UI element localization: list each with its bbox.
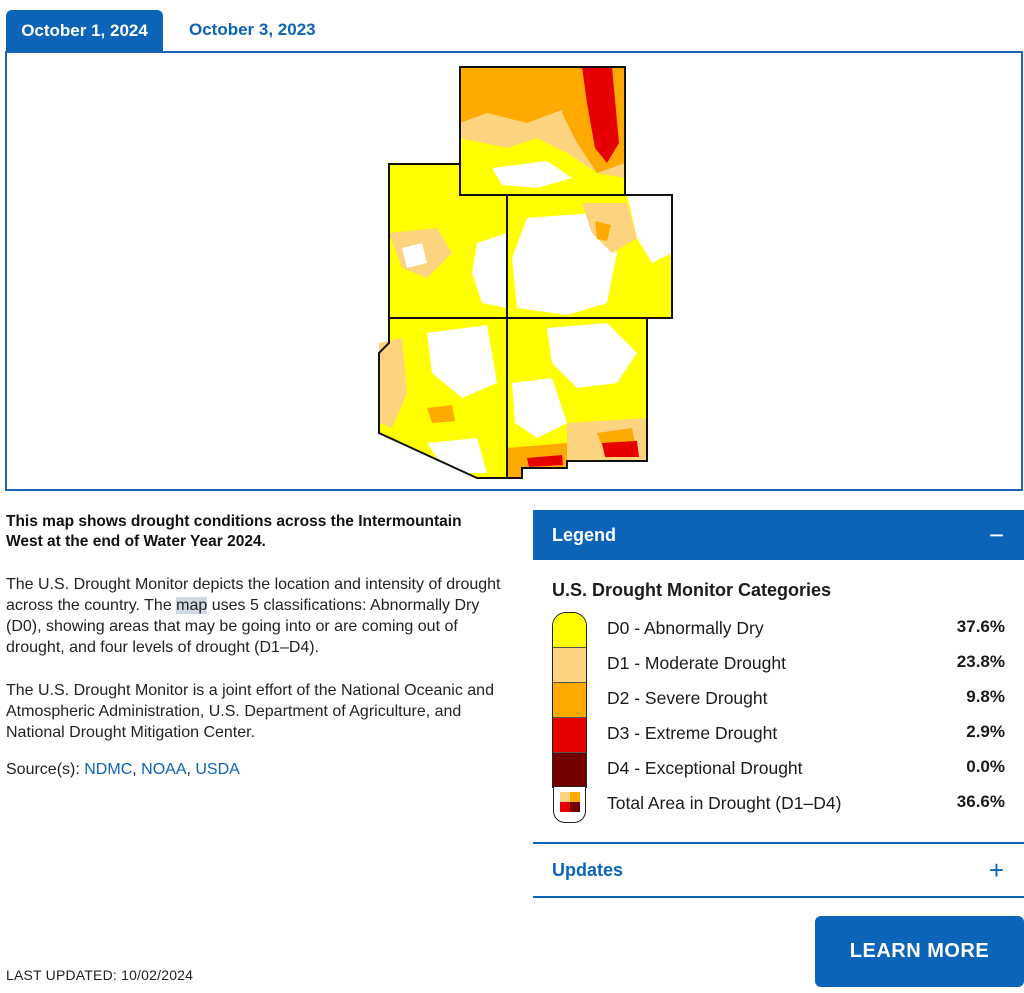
colorado-map <box>506 194 673 319</box>
legend-header-label: Legend <box>552 524 617 545</box>
ndmc-link[interactable]: NDMC <box>84 761 133 778</box>
utah-map <box>388 163 508 319</box>
legend-value-d1: 23.8% <box>956 652 1005 671</box>
usda-link[interactable]: USDA <box>195 761 240 778</box>
collapse-icon[interactable]: − <box>988 520 1004 550</box>
legend-label-d4: D4 - Exceptional Drought <box>607 758 803 778</box>
partners-paragraph: The U.S. Drought Monitor is a joint effo… <box>6 682 494 741</box>
drought-map <box>5 51 1023 491</box>
legend-label-d3: D3 - Extreme Drought <box>607 723 778 743</box>
swatch-d3 <box>553 718 586 753</box>
swatch-total <box>553 786 586 823</box>
arizona-map <box>378 317 508 479</box>
noaa-link[interactable]: NOAA <box>141 761 187 778</box>
learn-more-button[interactable]: LEARN MORE <box>815 916 1024 987</box>
legend-title: U.S. Drought Monitor Categories <box>552 580 831 600</box>
legend-value-total: 36.6% <box>956 792 1005 811</box>
swatch-d2 <box>553 683 586 718</box>
legend-label-d2: D2 - Severe Drought <box>607 688 768 708</box>
legend-swatches <box>552 612 587 788</box>
sources: Source(s): NDMC, NOAA, USDA <box>6 761 240 778</box>
map-description: The U.S. Drought Monitor depicts the loc… <box>6 576 501 656</box>
date-tabs: October 1, 2024 October 3, 2023 <box>6 10 316 52</box>
legend-header[interactable]: Legend − <box>533 510 1024 560</box>
last-updated: LAST UPDATED: 10/02/2024 <box>6 967 194 983</box>
legend-label-d0: D0 - Abnormally Dry <box>607 618 764 638</box>
legend-label-total: Total Area in Drought (D1–D4) <box>607 793 842 813</box>
legend-label-d1: D1 - Moderate Drought <box>607 653 786 673</box>
expand-icon[interactable]: + <box>988 854 1004 885</box>
swatch-d4 <box>553 753 586 787</box>
new-mexico-map <box>506 317 648 479</box>
legend-value-d2: 9.8% <box>966 687 1005 706</box>
legend-value-d0: 37.6% <box>956 617 1005 636</box>
swatch-d0 <box>553 613 586 648</box>
swatch-d1 <box>553 648 586 683</box>
legend-value-d3: 2.9% <box>966 722 1005 741</box>
tab-october-3-2023[interactable]: October 3, 2023 <box>189 20 316 39</box>
map-intro: This map shows drought conditions across… <box>6 513 462 550</box>
updates-label: Updates <box>552 859 624 880</box>
updates-accordion[interactable]: Updates + <box>533 842 1024 898</box>
legend-value-d4: 0.0% <box>966 757 1005 776</box>
wyoming-map <box>459 66 626 196</box>
tab-october-1-2024[interactable]: October 1, 2024 <box>6 10 163 52</box>
drought-map-graphic <box>378 66 673 479</box>
